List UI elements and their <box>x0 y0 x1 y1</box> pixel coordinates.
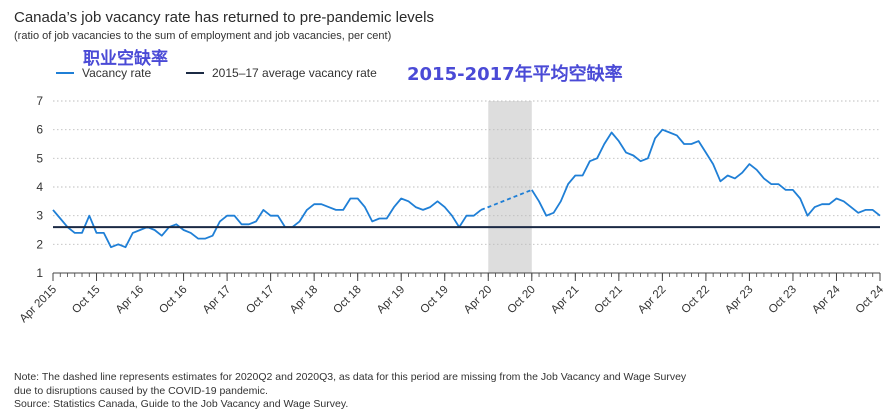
x-tick-label: Oct 19 <box>418 284 450 316</box>
note-line-2: due to disruptions caused by the COVID-1… <box>14 384 268 397</box>
y-tick-label: 7 <box>36 94 43 108</box>
chart-notes: Note: The dashed line represents estimat… <box>14 371 686 412</box>
y-tick-label: 3 <box>36 209 43 223</box>
x-tick-label: Oct 22 <box>680 284 712 316</box>
x-tick-label: Oct 16 <box>157 284 189 316</box>
x-tick-label: Apr 22 <box>636 284 668 316</box>
x-tick-label: Apr 18 <box>288 284 320 316</box>
vacancy-rate-line <box>52 197 482 249</box>
x-tick-label: Oct 24 <box>854 283 887 316</box>
vacancy-rate-annotation: 职业空缺率 <box>83 49 168 69</box>
x-tick-label: Apr 24 <box>810 283 843 316</box>
vacancy-rate-line <box>531 128 881 217</box>
legend-swatch-vacancy <box>56 72 74 74</box>
legend-item-average: 2015–17 average vacancy rate <box>186 66 377 80</box>
x-tick-label: Apr 20 <box>462 284 494 316</box>
x-tick-label: Apr 16 <box>114 284 146 316</box>
y-tick-label: 2 <box>36 237 43 251</box>
y-tick-label: 4 <box>36 180 43 194</box>
legend-label-vacancy: Vacancy rate <box>82 66 152 80</box>
x-tick-label: Apr 19 <box>375 284 407 316</box>
average-rate-annotation: 2015-2017年平均空缺率 <box>407 64 623 85</box>
legend-label-average: 2015–17 average vacancy rate <box>212 66 377 80</box>
legend-swatch-average <box>186 72 204 74</box>
x-tick-label: Apr 2015 <box>18 284 59 325</box>
x-tick-label: Apr 21 <box>549 284 581 316</box>
y-tick-label: 6 <box>36 123 43 137</box>
x-tick-label: Oct 20 <box>505 284 537 316</box>
vacancy-rate-estimate-line <box>480 189 533 211</box>
x-tick-label: Oct 23 <box>767 284 799 316</box>
x-tick-label: Oct 21 <box>593 284 625 316</box>
note-line-1: Note: The dashed line represents estimat… <box>14 371 687 383</box>
x-tick-label: Oct 18 <box>331 284 363 316</box>
y-tick-label: 1 <box>36 266 43 280</box>
legend-item-vacancy: Vacancy rate <box>56 66 151 80</box>
chart-subtitle: (ratio of job vacancies to the sum of em… <box>14 30 392 42</box>
x-tick-label: Oct 17 <box>244 284 276 316</box>
x-tick-label: Apr 23 <box>723 284 755 316</box>
x-tick-label: Apr 17 <box>201 284 233 316</box>
x-tick-label: Oct 15 <box>70 284 102 316</box>
y-tick-label: 5 <box>36 151 43 165</box>
chart-title: Canada’s job vacancy rate has returned t… <box>14 9 434 26</box>
note-line-3: Source: Statistics Canada, Guide to the … <box>14 398 349 410</box>
